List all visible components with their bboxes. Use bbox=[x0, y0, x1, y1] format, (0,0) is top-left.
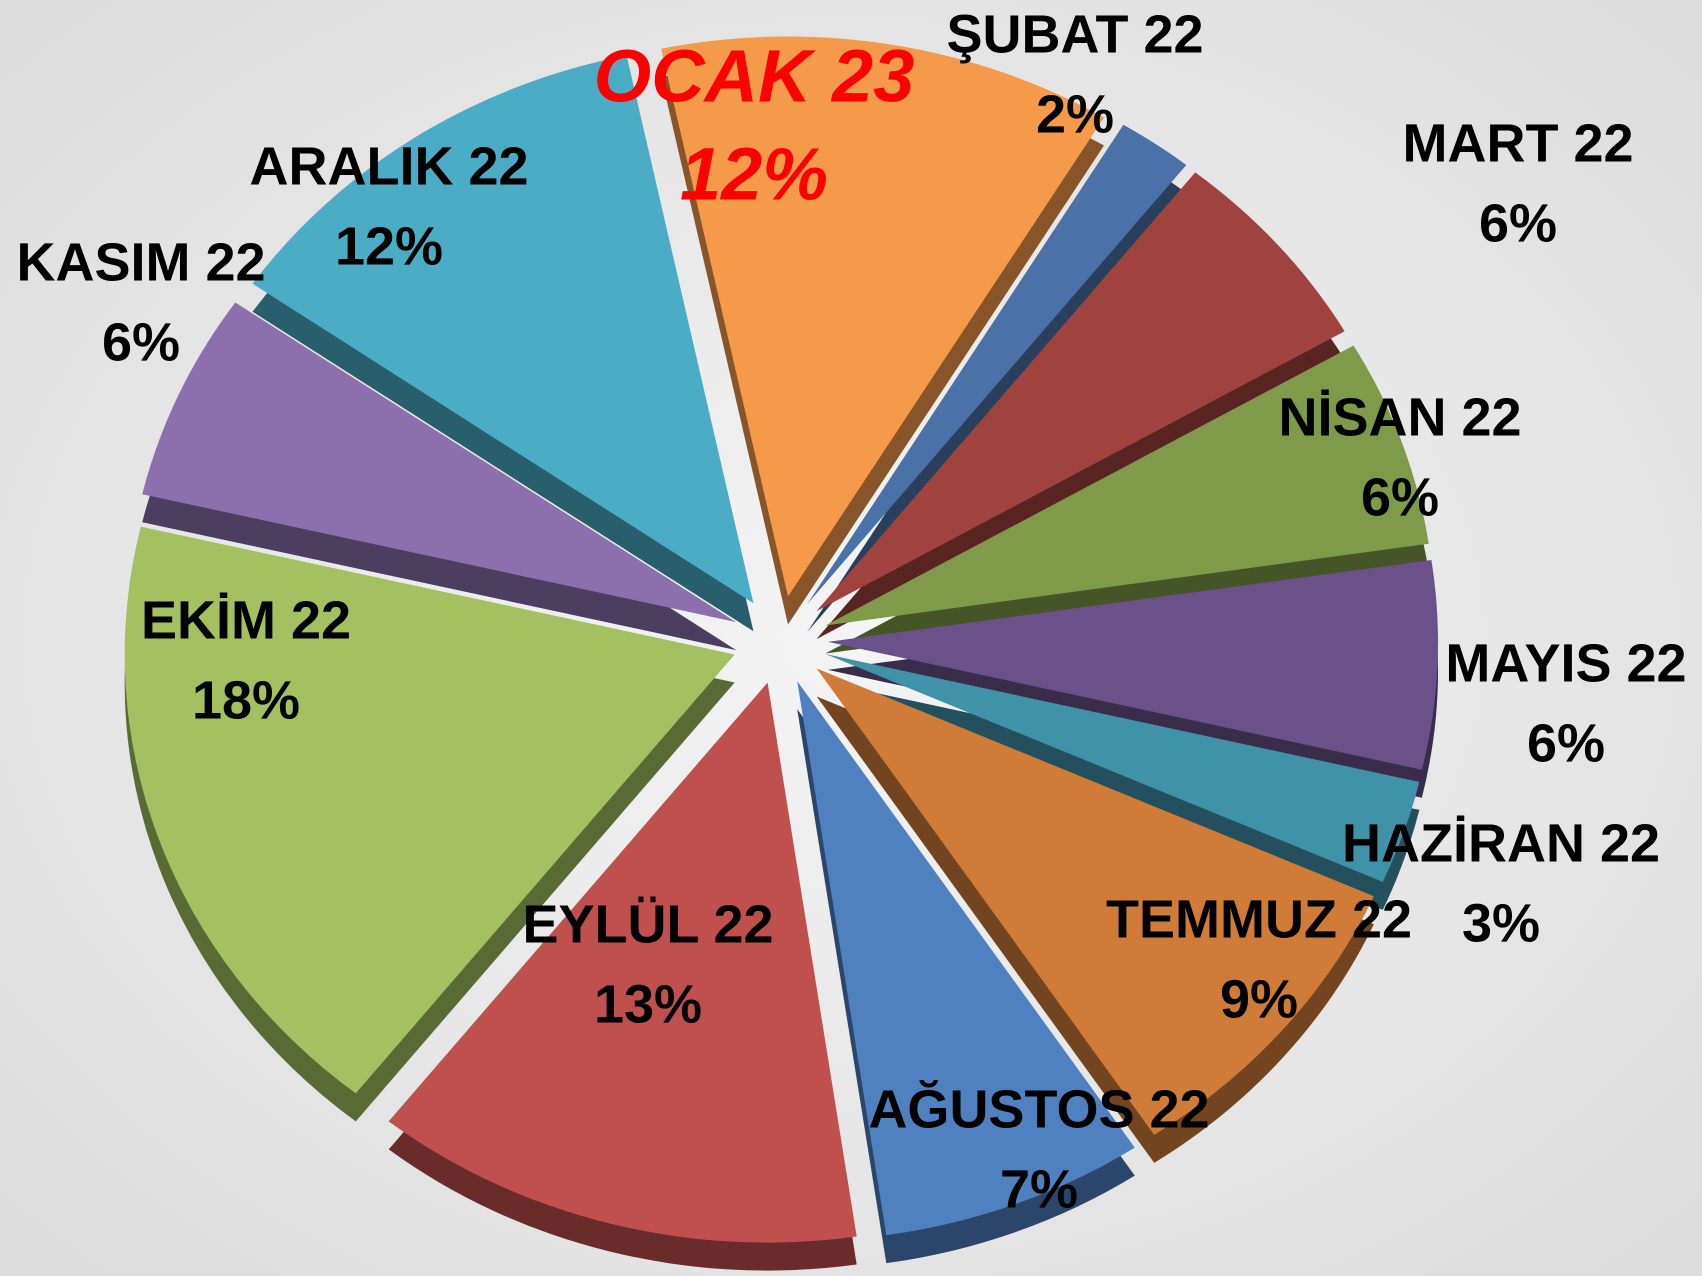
value-label: 6% bbox=[1361, 467, 1439, 527]
value-label: 9% bbox=[1220, 969, 1298, 1029]
category-label: OCAK 23 bbox=[594, 35, 915, 118]
value-label: 6% bbox=[102, 312, 180, 372]
slice bbox=[388, 682, 857, 1243]
slice bbox=[142, 302, 737, 623]
slice bbox=[816, 668, 1374, 1135]
value-label: 18% bbox=[192, 670, 300, 730]
category-label: AĞUSTOS 22 bbox=[868, 1079, 1209, 1139]
pie bbox=[124, 36, 1438, 1271]
slice bbox=[252, 55, 754, 604]
value-label: 6% bbox=[1479, 193, 1557, 253]
slice bbox=[807, 124, 1187, 604]
slice bbox=[827, 560, 1438, 770]
category-label: EKİM 22 bbox=[141, 590, 351, 650]
slice bbox=[825, 654, 1420, 882]
labels: OCAK 23 12% ŞUBAT 22 2% MART 22 6% NİSAN 22 6% M… bbox=[16, 4, 1686, 1219]
slice bbox=[661, 36, 1105, 597]
slice bbox=[797, 681, 1135, 1236]
value-label: 13% bbox=[594, 974, 702, 1034]
value-label: 7% bbox=[1000, 1159, 1078, 1219]
slice bbox=[825, 345, 1429, 626]
slice bbox=[816, 172, 1345, 612]
value-label: 6% bbox=[1527, 713, 1605, 773]
value-label: 12% bbox=[335, 216, 443, 276]
value-label: 2% bbox=[1036, 84, 1114, 144]
category-label: ARALIK 22 bbox=[249, 136, 528, 196]
category-label: TEMMUZ 22 bbox=[1106, 889, 1412, 949]
category-label: MAYIS 22 bbox=[1445, 633, 1686, 693]
category-label: ŞUBAT 22 bbox=[946, 4, 1203, 64]
slice bbox=[124, 526, 735, 1094]
value-label: 12% bbox=[680, 133, 828, 216]
category-label: MART 22 bbox=[1402, 113, 1633, 173]
value-label: 3% bbox=[1462, 893, 1540, 953]
category-label: NİSAN 22 bbox=[1278, 387, 1521, 447]
category-label: KASIM 22 bbox=[16, 232, 265, 292]
category-label: EYLÜL 22 bbox=[522, 894, 773, 954]
category-label: HAZİRAN 22 bbox=[1342, 813, 1660, 873]
